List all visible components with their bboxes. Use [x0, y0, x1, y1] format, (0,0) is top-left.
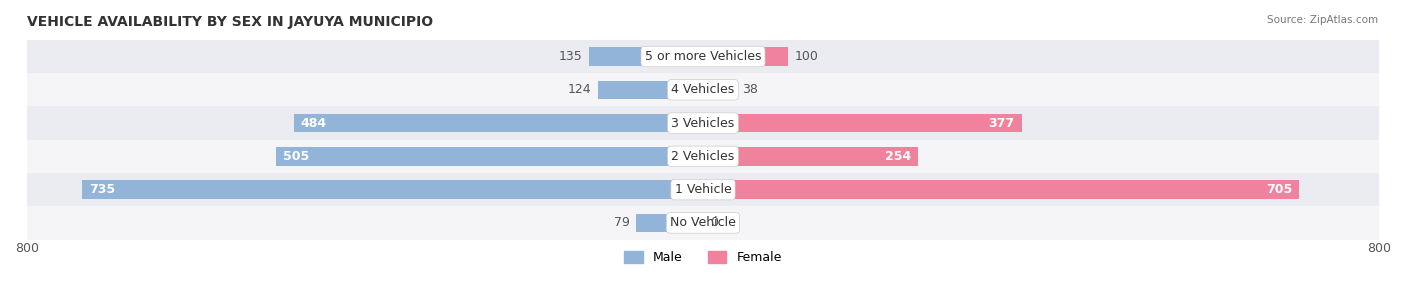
Bar	[276, 147, 703, 166]
Text: 3 Vehicles: 3 Vehicles	[672, 117, 734, 129]
Bar	[27, 206, 1379, 240]
Text: 254: 254	[884, 150, 911, 163]
Bar	[27, 140, 1379, 173]
Text: 505: 505	[283, 150, 309, 163]
Legend: Male, Female: Male, Female	[619, 246, 787, 269]
Bar	[637, 214, 703, 232]
Text: No Vehicle: No Vehicle	[671, 216, 735, 230]
Bar	[703, 47, 787, 66]
Text: 100: 100	[794, 50, 818, 63]
Bar	[27, 106, 1379, 140]
Bar	[703, 114, 1022, 132]
Text: Source: ZipAtlas.com: Source: ZipAtlas.com	[1267, 15, 1378, 25]
Text: 484: 484	[301, 117, 328, 129]
Bar	[82, 181, 703, 199]
Text: 735: 735	[89, 183, 115, 196]
Text: 5 or more Vehicles: 5 or more Vehicles	[645, 50, 761, 63]
Bar	[294, 114, 703, 132]
Bar	[27, 40, 1379, 73]
Text: 38: 38	[742, 83, 758, 96]
Text: 4 Vehicles: 4 Vehicles	[672, 83, 734, 96]
Text: 79: 79	[613, 216, 630, 230]
Text: 1 Vehicle: 1 Vehicle	[675, 183, 731, 196]
Bar	[598, 81, 703, 99]
Text: 0: 0	[710, 216, 717, 230]
Text: 124: 124	[568, 83, 592, 96]
Bar	[703, 147, 918, 166]
Text: VEHICLE AVAILABILITY BY SEX IN JAYUYA MUNICIPIO: VEHICLE AVAILABILITY BY SEX IN JAYUYA MU…	[27, 15, 433, 29]
Bar	[27, 173, 1379, 206]
Bar	[589, 47, 703, 66]
Bar	[703, 181, 1299, 199]
Bar	[27, 73, 1379, 106]
Text: 135: 135	[558, 50, 582, 63]
Text: 377: 377	[988, 117, 1015, 129]
Bar	[703, 81, 735, 99]
Text: 705: 705	[1265, 183, 1292, 196]
Text: 2 Vehicles: 2 Vehicles	[672, 150, 734, 163]
